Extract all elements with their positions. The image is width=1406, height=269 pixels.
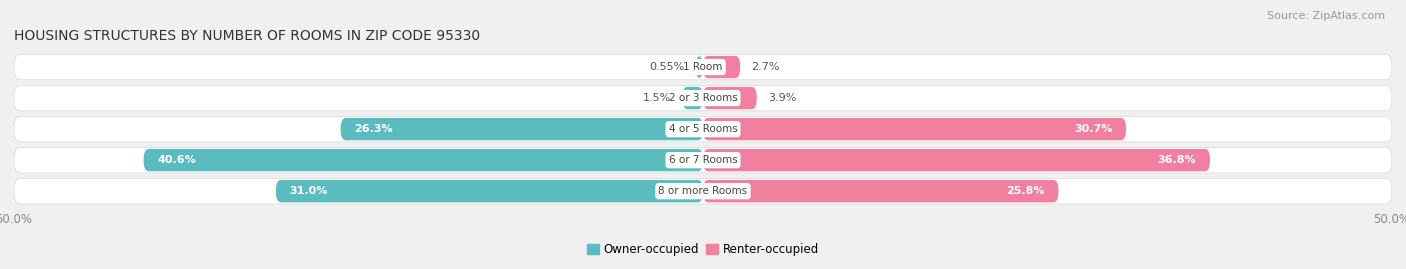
FancyBboxPatch shape — [14, 178, 1392, 204]
FancyBboxPatch shape — [14, 85, 1392, 111]
Text: 2.7%: 2.7% — [751, 62, 780, 72]
Text: 1 Room: 1 Room — [683, 62, 723, 72]
FancyBboxPatch shape — [14, 54, 1392, 80]
Text: 26.3%: 26.3% — [354, 124, 394, 134]
Text: 31.0%: 31.0% — [290, 186, 328, 196]
FancyBboxPatch shape — [340, 118, 703, 140]
Text: HOUSING STRUCTURES BY NUMBER OF ROOMS IN ZIP CODE 95330: HOUSING STRUCTURES BY NUMBER OF ROOMS IN… — [14, 29, 481, 43]
Text: 8 or more Rooms: 8 or more Rooms — [658, 186, 748, 196]
Legend: Owner-occupied, Renter-occupied: Owner-occupied, Renter-occupied — [582, 238, 824, 260]
Text: 40.6%: 40.6% — [157, 155, 195, 165]
FancyBboxPatch shape — [703, 118, 1126, 140]
FancyBboxPatch shape — [703, 149, 1211, 171]
FancyBboxPatch shape — [14, 147, 1392, 173]
Text: Source: ZipAtlas.com: Source: ZipAtlas.com — [1267, 11, 1385, 21]
FancyBboxPatch shape — [703, 180, 1059, 202]
Text: 2 or 3 Rooms: 2 or 3 Rooms — [669, 93, 737, 103]
FancyBboxPatch shape — [703, 87, 756, 109]
Text: 6 or 7 Rooms: 6 or 7 Rooms — [669, 155, 737, 165]
Text: 25.8%: 25.8% — [1007, 186, 1045, 196]
Text: 3.9%: 3.9% — [768, 93, 796, 103]
FancyBboxPatch shape — [143, 149, 703, 171]
Text: 30.7%: 30.7% — [1074, 124, 1112, 134]
FancyBboxPatch shape — [696, 56, 703, 78]
FancyBboxPatch shape — [682, 87, 703, 109]
FancyBboxPatch shape — [276, 180, 703, 202]
Text: 1.5%: 1.5% — [643, 93, 671, 103]
FancyBboxPatch shape — [14, 116, 1392, 142]
Text: 0.55%: 0.55% — [650, 62, 685, 72]
FancyBboxPatch shape — [703, 56, 740, 78]
Text: 36.8%: 36.8% — [1157, 155, 1197, 165]
Text: 4 or 5 Rooms: 4 or 5 Rooms — [669, 124, 737, 134]
